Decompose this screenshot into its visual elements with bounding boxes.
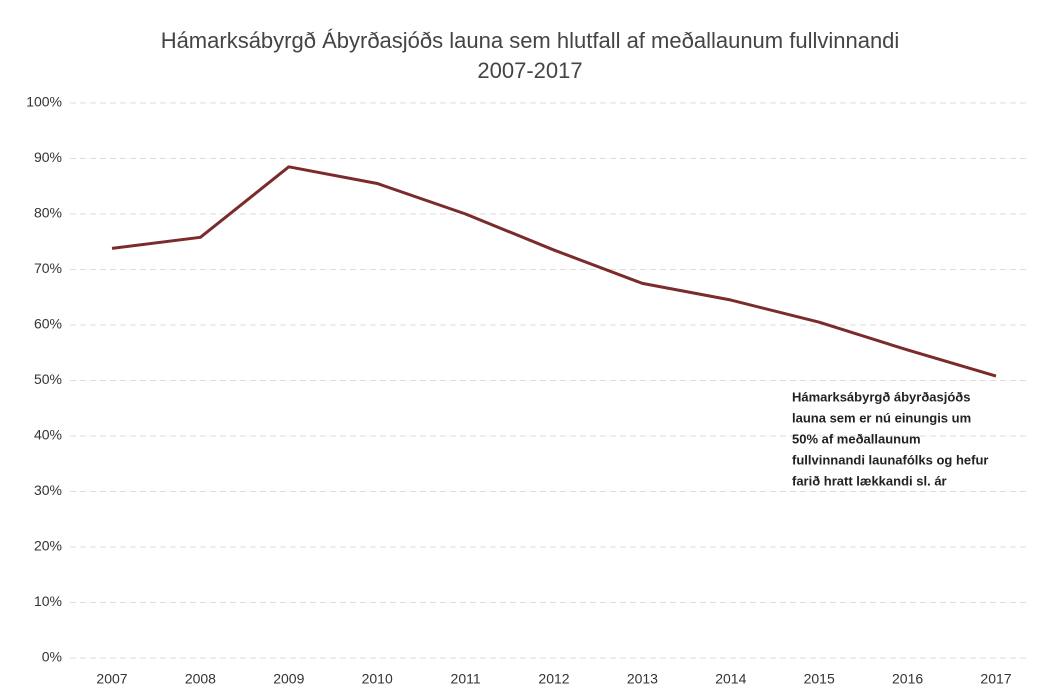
y-tick-label: 0% — [42, 649, 62, 665]
y-tick-label: 50% — [34, 371, 62, 387]
y-tick-label: 90% — [34, 149, 62, 165]
x-tick-label: 2010 — [362, 671, 393, 687]
annotation: fullvinnandi launafólks og hefur — [792, 452, 988, 467]
y-tick-label: 40% — [34, 427, 62, 443]
y-tick-label: 10% — [34, 593, 62, 609]
y-tick-label: 30% — [34, 482, 62, 498]
x-tick-label: 2015 — [804, 671, 835, 687]
x-tick-label: 2011 — [451, 671, 481, 687]
y-tick-label: 70% — [34, 260, 62, 276]
chart-title: 2007-2017 — [477, 58, 582, 83]
y-tick-label: 20% — [34, 538, 62, 554]
x-tick-label: 2014 — [715, 671, 746, 687]
x-tick-label: 2016 — [892, 671, 923, 687]
x-tick-label: 2017 — [980, 671, 1011, 687]
chart-title: Hámarksábyrgð Ábyrðasjóðs launa sem hlut… — [161, 28, 900, 53]
x-tick-label: 2007 — [96, 671, 127, 687]
y-tick-label: 60% — [34, 316, 62, 332]
annotation: 50% af meðallaunum — [792, 431, 921, 446]
x-tick-label: 2012 — [538, 671, 569, 687]
annotation: Hámarksábyrgð ábyrðasjóðs — [792, 389, 970, 404]
x-tick-label: 2008 — [185, 671, 216, 687]
annotation: farið hratt lækkandi sl. ár — [792, 473, 947, 488]
y-tick-label: 80% — [34, 205, 62, 221]
annotation: launa sem er nú einungis um — [792, 410, 971, 425]
x-tick-label: 2013 — [627, 671, 658, 687]
line — [111, 165, 997, 378]
x-tick-label: 2009 — [273, 671, 304, 687]
y-tick-label: 100% — [26, 94, 62, 110]
